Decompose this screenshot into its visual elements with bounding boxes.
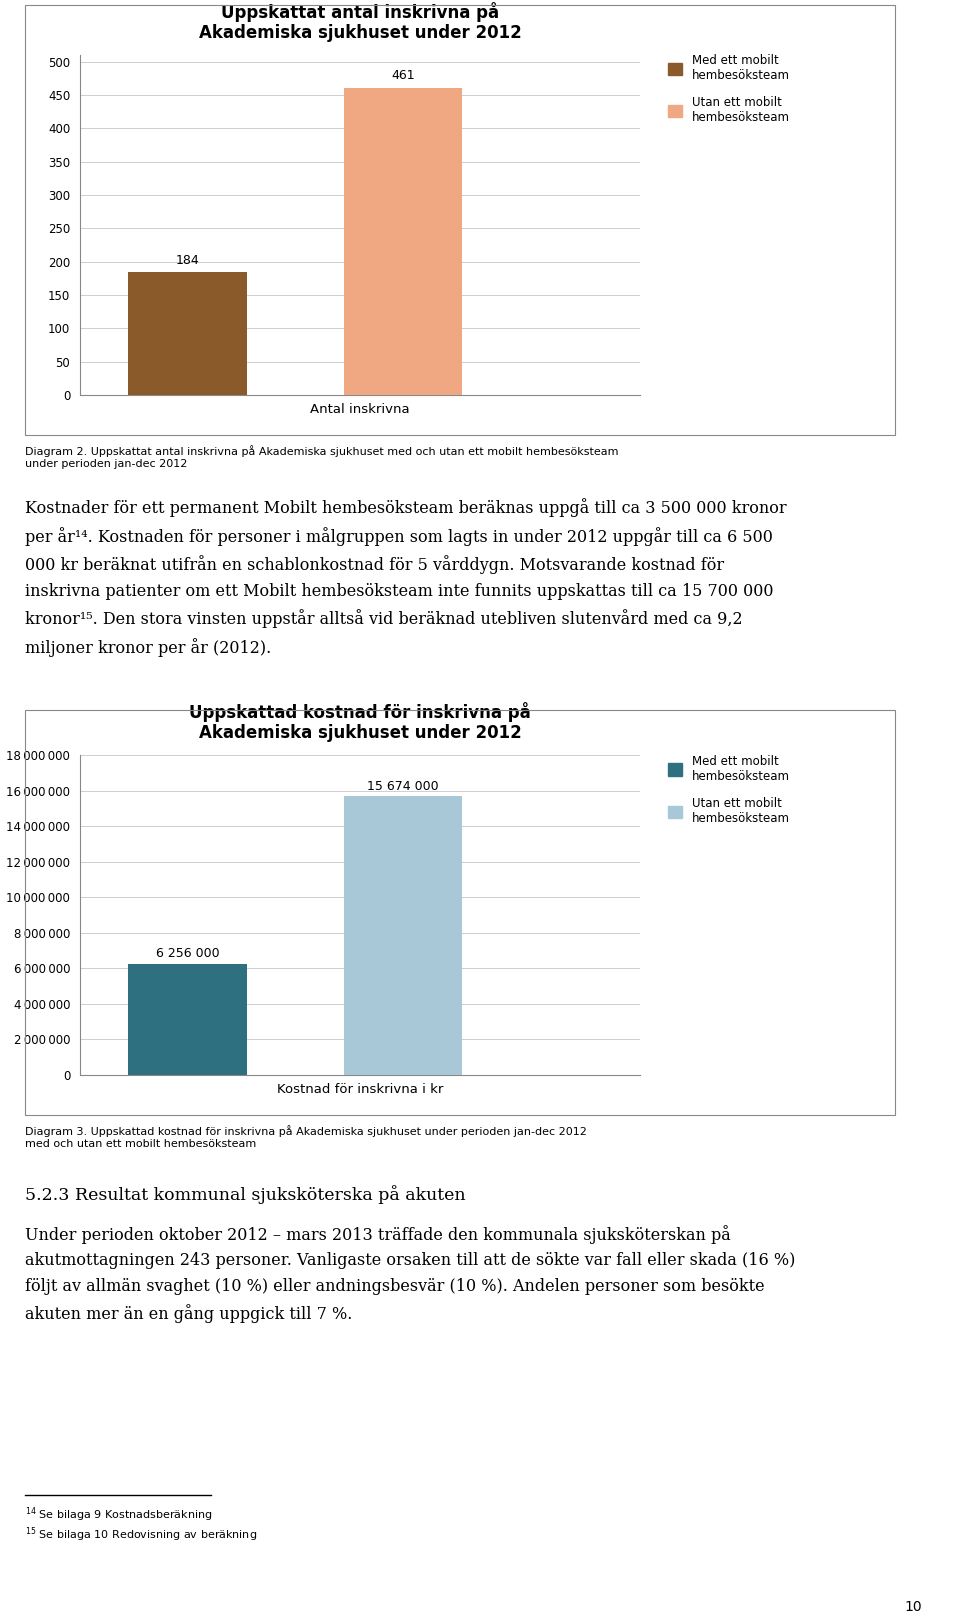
- X-axis label: Antal inskrivna: Antal inskrivna: [310, 403, 410, 416]
- Text: 6 256 000: 6 256 000: [156, 948, 220, 961]
- Title: Uppskattad kostnad för inskrivna på
Akademiska sjukhuset under 2012: Uppskattad kostnad för inskrivna på Akad…: [189, 701, 531, 742]
- Text: 10: 10: [904, 1601, 922, 1614]
- Legend: Med ett mobilt
hembesöksteam, Utan ett mobilt
hembesöksteam: Med ett mobilt hembesöksteam, Utan ett m…: [668, 755, 790, 825]
- Title: Uppskattat antal inskrivna på
Akademiska sjukhuset under 2012: Uppskattat antal inskrivna på Akademiska…: [199, 2, 521, 42]
- Bar: [344, 797, 463, 1076]
- Text: Under perioden oktober 2012 – mars 2013 träffade den kommunala sjuksköterskan på: Under perioden oktober 2012 – mars 2013 …: [25, 1225, 795, 1324]
- Text: 461: 461: [392, 70, 415, 83]
- X-axis label: Kostnad för inskrivna i kr: Kostnad för inskrivna i kr: [276, 1084, 444, 1097]
- Text: Diagram 2. Uppskattat antal inskrivna på Akademiska sjukhuset med och utan ett m: Diagram 2. Uppskattat antal inskrivna på…: [25, 446, 618, 468]
- Text: $^{15}$ Se bilaga 10 Redovisning av beräkning: $^{15}$ Se bilaga 10 Redovisning av berä…: [25, 1524, 257, 1544]
- Bar: [344, 87, 463, 395]
- Text: Diagram 3. Uppskattad kostnad för inskrivna på Akademiska sjukhuset under period: Diagram 3. Uppskattad kostnad för inskri…: [25, 1124, 587, 1149]
- Legend: Med ett mobilt
hembesöksteam, Utan ett mobilt
hembesöksteam: Med ett mobilt hembesöksteam, Utan ett m…: [668, 53, 790, 125]
- Bar: [129, 272, 247, 395]
- Text: Kostnader för ett permanent Mobilt hembesöksteam beräknas uppgå till ca 3 500 00: Kostnader för ett permanent Mobilt hembe…: [25, 497, 786, 656]
- Bar: [129, 964, 247, 1076]
- Text: 15 674 000: 15 674 000: [368, 779, 439, 792]
- Text: 5.2.3 Resultat kommunal sjuksköterska på akuten: 5.2.3 Resultat kommunal sjuksköterska på…: [25, 1184, 466, 1204]
- Text: $^{14}$ Se bilaga 9 Kostnadsberäkning: $^{14}$ Se bilaga 9 Kostnadsberäkning: [25, 1505, 212, 1523]
- Text: 184: 184: [176, 254, 200, 267]
